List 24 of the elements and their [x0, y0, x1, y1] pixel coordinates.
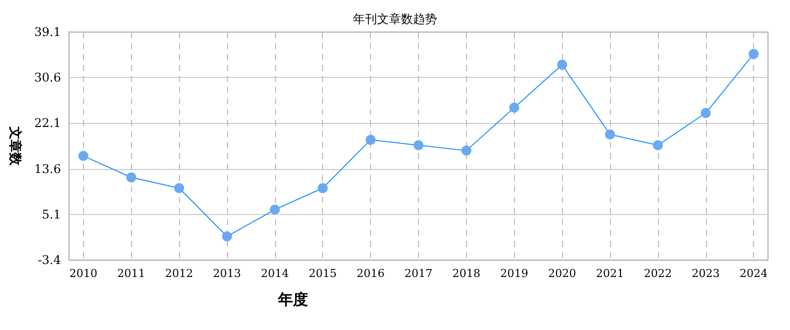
x-tick-label: 2014	[260, 267, 289, 280]
x-tick-label: 2011	[117, 267, 146, 280]
x-tick-label: 2024	[740, 267, 768, 280]
y-tick-label: 39.1	[34, 25, 61, 39]
x-tick-label: 2010	[69, 267, 98, 280]
x-tick-label: 2021	[596, 267, 624, 280]
y-tick-label: 30.6	[34, 70, 61, 85]
y-tick-label: 5.1	[42, 207, 61, 222]
x-tick-label: 2015	[308, 267, 337, 280]
x-tick-label: 2020	[548, 267, 576, 280]
x-tick-label: 2017	[404, 267, 432, 280]
x-tick-label: 2013	[212, 267, 241, 280]
chart-title: 年刊文章数趋势	[353, 12, 437, 26]
x-tick-label: 2018	[452, 267, 480, 280]
y-axis-title: 文章数	[7, 126, 23, 166]
x-tick-label: 2016	[356, 267, 385, 280]
x-tick-label: 2012	[165, 267, 194, 280]
y-tick-label: -3.4	[38, 253, 62, 267]
x-tick-label: 2019	[500, 267, 528, 280]
y-tick-label: 13.6	[34, 162, 61, 176]
x-tick-label: 2023	[692, 267, 720, 280]
x-tick-label: 2022	[644, 267, 672, 280]
y-tick-label: 22.1	[34, 116, 61, 130]
x-axis-title: 年度	[277, 290, 308, 308]
